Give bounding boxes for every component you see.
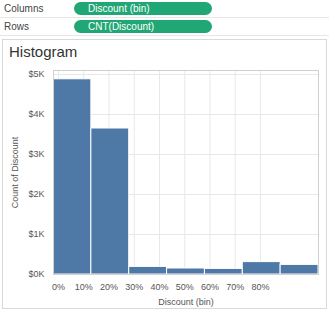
- svg-text:50%: 50%: [176, 282, 194, 292]
- svg-text:Count of Discount: Count of Discount: [10, 136, 20, 208]
- svg-text:$5K: $5K: [28, 69, 44, 79]
- svg-text:80%: 80%: [251, 282, 269, 292]
- svg-text:70%: 70%: [226, 282, 244, 292]
- html-text:CNT(Discount): CNT(Discount): [88, 21, 155, 32]
- svg-text:40%: 40%: [150, 282, 168, 292]
- html-text:Discount (bin): Discount (bin): [88, 3, 150, 14]
- svg-text:10%: 10%: [75, 282, 93, 292]
- html-text:Columns: Columns: [4, 3, 44, 14]
- svg-text:$3K: $3K: [28, 149, 44, 159]
- svg-text:0%: 0%: [52, 282, 65, 292]
- html-text:Rows: Rows: [4, 21, 29, 32]
- svg-text:20%: 20%: [100, 282, 118, 292]
- svg-text:$2K: $2K: [28, 189, 44, 199]
- svg-text:$0K: $0K: [28, 269, 44, 279]
- svg-text:60%: 60%: [201, 282, 219, 292]
- svg-text:$1K: $1K: [28, 229, 44, 239]
- html-text:Histogram: Histogram: [9, 43, 78, 60]
- svg-text:30%: 30%: [125, 282, 143, 292]
- svg-text:$4K: $4K: [28, 109, 44, 119]
- svg-text:Discount (bin): Discount (bin): [158, 297, 214, 307]
